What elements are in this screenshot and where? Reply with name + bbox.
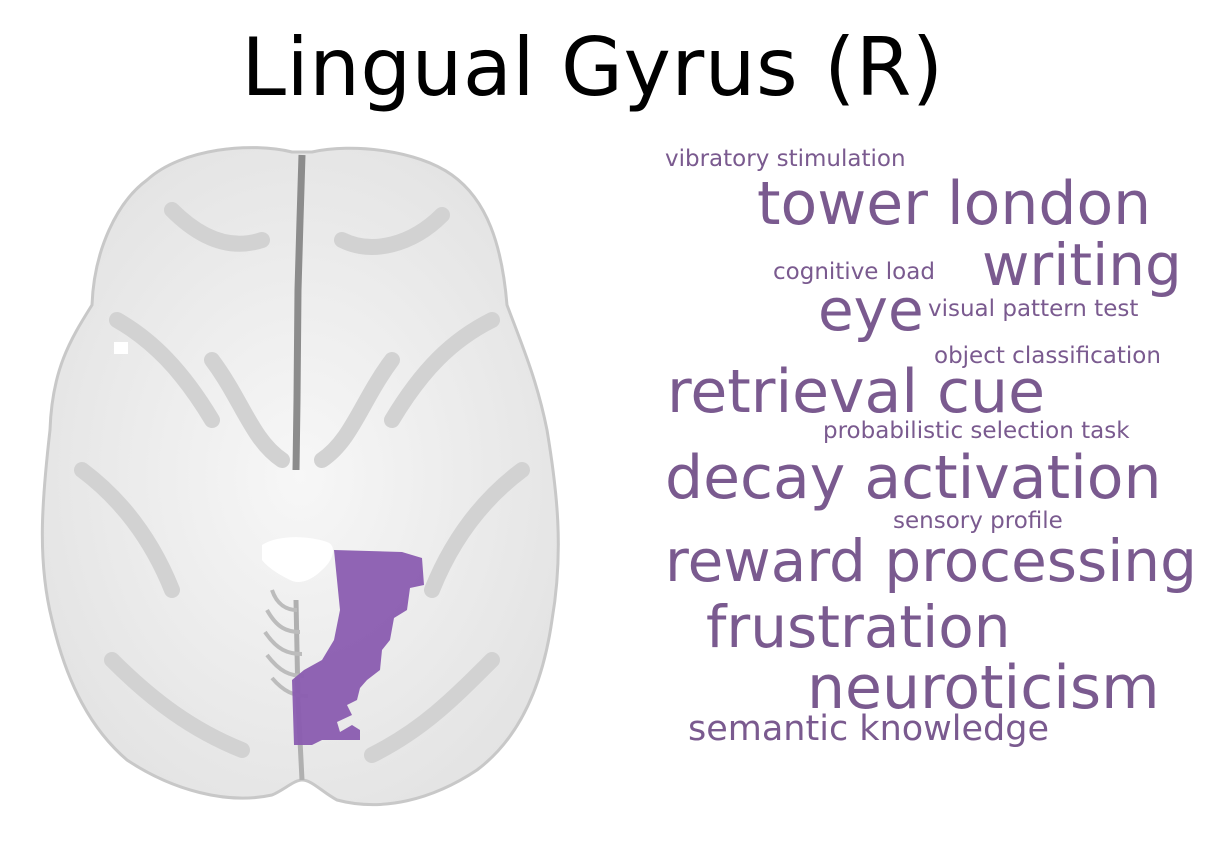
word-sensory-profile: sensory profile	[893, 508, 1063, 534]
word-writing: writing	[982, 231, 1182, 299]
midline-fissure	[292, 154, 306, 471]
word-decay-activation: decay activation	[665, 443, 1162, 513]
word-tower-london: tower london	[757, 169, 1152, 239]
brain-slice-image	[40, 146, 560, 807]
brain-outline	[40, 146, 560, 807]
word-probabilistic-selection-task: probabilistic selection task	[823, 418, 1130, 444]
figure-title: Lingual Gyrus (R)	[241, 21, 944, 114]
highlighted-region	[292, 550, 424, 745]
ventricle-gap	[262, 537, 334, 582]
word-semantic-knowledge: semantic knowledge	[688, 709, 1050, 749]
word-reward-processing: reward processing	[665, 527, 1197, 595]
word-cognitive-load: cognitive load	[773, 259, 935, 285]
word-eye: eye	[818, 276, 924, 344]
word-retrieval-cue: retrieval cue	[667, 357, 1045, 427]
word-neuroticism: neuroticism	[807, 653, 1160, 723]
word-object-classification: object classification	[934, 343, 1161, 369]
word-visual-pattern-test: visual pattern test	[928, 296, 1139, 322]
word-vibratory-stimulation: vibratory stimulation	[665, 146, 906, 172]
word-frustration: frustration	[706, 593, 1011, 661]
